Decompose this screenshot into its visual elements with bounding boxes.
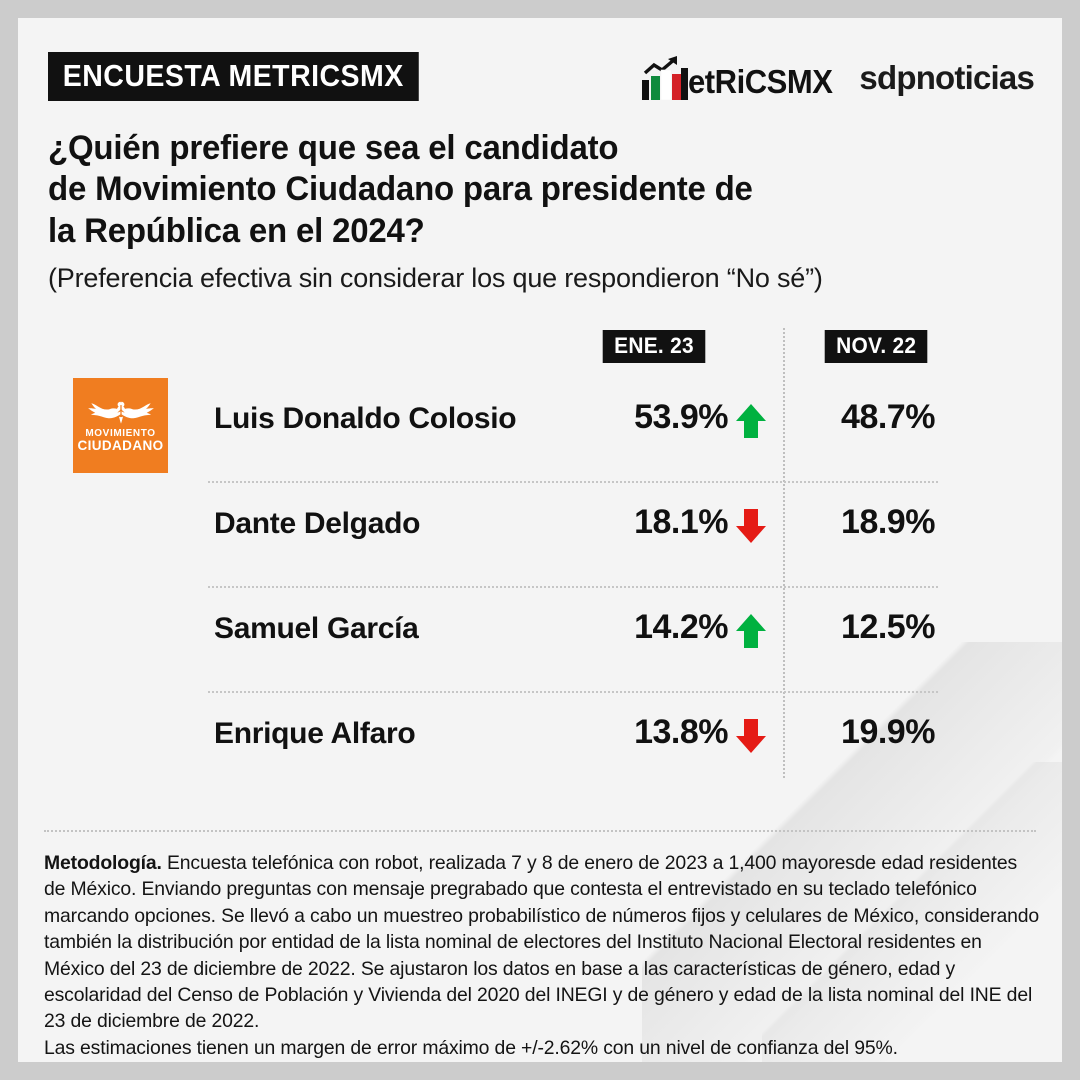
metricsmx-logo: etRiCSMX bbox=[639, 56, 842, 101]
poster-card: ENCUESTA METRICSMX etRiCSMX sdpn bbox=[18, 18, 1062, 1062]
methodology-margin-note: Las estimaciones tienen un margen de err… bbox=[44, 1036, 898, 1059]
candidate-name: Enrique Alfaro bbox=[214, 717, 416, 750]
metricsmx-bar-chart-icon bbox=[639, 56, 691, 101]
arrow-down-icon bbox=[734, 717, 768, 755]
candidate-name: Luis Donaldo Colosio bbox=[214, 402, 517, 435]
table-row: Enrique Alfaro 13.8% 19.9% bbox=[18, 691, 1062, 796]
row-separator bbox=[208, 691, 938, 693]
title-line-2: de Movimiento Ciudadano para presidente … bbox=[48, 170, 753, 209]
value-previous: 12.5% bbox=[841, 608, 935, 646]
arrow-up-icon bbox=[734, 612, 768, 650]
row-separator bbox=[208, 481, 938, 483]
arrow-up-icon bbox=[734, 402, 768, 440]
page-title: ¿Quién prefiere que sea el candidato de … bbox=[48, 128, 928, 297]
candidate-name: Dante Delgado bbox=[214, 507, 421, 540]
column-divider bbox=[783, 328, 785, 778]
table-row: Samuel García 14.2% 12.5% bbox=[18, 586, 1062, 691]
value-previous: 19.9% bbox=[841, 713, 935, 751]
value-current: 53.9% bbox=[634, 398, 728, 436]
sdpnoticias-wordmark: sdpnoticias bbox=[859, 58, 1034, 96]
row-separator bbox=[208, 586, 938, 588]
methodology-body: Encuesta telefónica con robot, realizada… bbox=[44, 852, 1040, 1033]
page-subtitle: (Preferencia efectiva sin considerar los… bbox=[48, 263, 823, 294]
logo-group: etRiCSMX sdpnoticias bbox=[639, 56, 1035, 101]
methodology-label: Metodología. bbox=[44, 852, 162, 874]
value-previous: 48.7% bbox=[841, 398, 935, 436]
value-current: 13.8% bbox=[634, 713, 728, 751]
eagle-icon bbox=[87, 401, 154, 424]
table-row: Dante Delgado 18.1% 18.9% bbox=[18, 481, 1062, 586]
value-previous: 18.9% bbox=[841, 503, 935, 541]
metricsmx-wordmark: etRiCSMX bbox=[687, 63, 833, 100]
value-current: 18.1% bbox=[634, 503, 728, 541]
party-logo-line2: CIUDADANO bbox=[77, 438, 164, 454]
title-line-3: la República en el 2024? bbox=[48, 211, 425, 250]
party-logo-movimiento-ciudadano: MOVIMIENTO CIUDADANO bbox=[73, 378, 168, 473]
column-header-current: ENE. 23 bbox=[602, 330, 706, 363]
table-row: MOVIMIENTO CIUDADANO Luis Donaldo Colosi… bbox=[18, 376, 1062, 481]
candidate-name: Samuel García bbox=[214, 612, 419, 645]
methodology-text: Metodología. Encuesta telefónica con rob… bbox=[44, 850, 1042, 1061]
value-current: 14.2% bbox=[634, 608, 728, 646]
party-logo-line1: MOVIMIENTO bbox=[85, 428, 156, 440]
arrow-down-icon bbox=[734, 507, 768, 545]
party-logo-text: MOVIMIENTO CIUDADANO bbox=[77, 428, 164, 454]
title-line-1: ¿Quién prefiere que sea el candidato bbox=[48, 129, 619, 167]
survey-badge: ENCUESTA METRICSMX bbox=[48, 52, 419, 101]
column-header-previous: NOV. 22 bbox=[824, 330, 928, 363]
methodology-divider bbox=[44, 830, 1036, 832]
